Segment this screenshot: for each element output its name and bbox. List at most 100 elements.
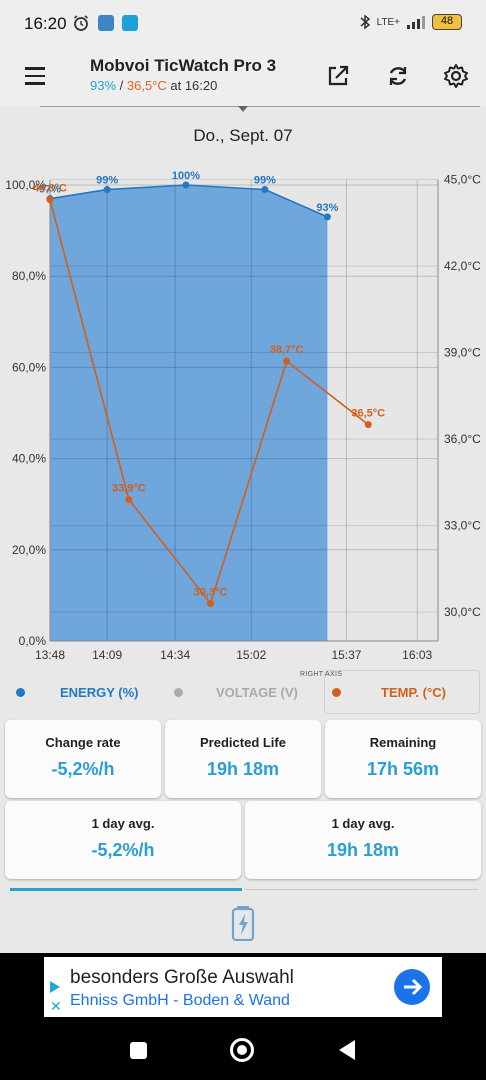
ad-box[interactable]: ✕ besonders Große Auswahl Ehniss GmbH - … [44, 957, 442, 1017]
recents-button[interactable] [130, 1042, 147, 1059]
remaining-value: 17h 56m [366, 759, 440, 779]
caret-down-icon[interactable] [238, 106, 248, 112]
x-tick-label: 15:02 [236, 648, 266, 662]
status-bar: 16:20 LTE+ 48 [0, 0, 486, 48]
change-rate-value: -5,2%/h [51, 759, 115, 779]
y-right-tick-label: 36,0°C [444, 432, 481, 446]
energy-area [50, 185, 328, 641]
alarm-icon [74, 15, 88, 31]
energy-point [182, 181, 190, 189]
change-rate-title: Change rate [45, 735, 121, 750]
subtitle-time: at 16:20 [166, 78, 218, 93]
home-button[interactable] [230, 1038, 254, 1062]
energy-data-label: 97% [39, 184, 61, 196]
notification-icons [72, 14, 138, 32]
temp-data-label: 38,7°C [270, 344, 304, 356]
y-right-tick-label: 30,0°C [444, 605, 481, 619]
temp-data-label: 36,5°C [351, 408, 385, 420]
arrow-right-icon [404, 978, 423, 996]
signal-icon [407, 16, 425, 29]
energy-data-label: 99% [96, 175, 118, 187]
remaining-title: Remaining [369, 735, 437, 750]
date-label: Do., Sept. 07 [193, 126, 293, 145]
device-subtitle: 93% / 36,5°C at 16:20 [90, 78, 217, 93]
temp-point [364, 421, 372, 429]
legend-temp[interactable]: TEMP. (°C) [381, 684, 446, 700]
energy-data-label: 93% [316, 202, 338, 214]
energy-point [103, 186, 111, 194]
energy-data-label: 99% [254, 175, 276, 187]
network-type: LTE+ [376, 16, 400, 28]
ad-close-icon[interactable]: ✕ [50, 998, 62, 1014]
day-avg-rate-value: -5,2%/h [91, 840, 155, 860]
ad-choices-icon[interactable] [50, 981, 60, 993]
day-avg-life-title: 1 day avg. [331, 816, 395, 831]
day-avg-rate-card: 1 day avg. -5,2%/h [5, 801, 241, 879]
battery-chart[interactable]: 0,0% 20,0% 40,0% 60,0% 80,0% 100,0% 30,0°C 33,0… [0, 160, 486, 668]
back-button[interactable] [339, 1040, 355, 1060]
temp-data-label: 30,3°C [194, 586, 228, 598]
y-left-tick-label: 40,0% [12, 452, 46, 466]
ad-arrow-button[interactable] [394, 969, 430, 1005]
temp-point [206, 599, 214, 607]
energy-point [261, 186, 269, 194]
subtitle-separator: / [116, 78, 127, 93]
appbar-divider [40, 106, 480, 107]
energy-data-label: 100% [172, 170, 200, 182]
open-external-icon[interactable] [323, 61, 353, 91]
ad-advertiser[interactable]: Ehniss GmbH - Boden & Wand [70, 992, 290, 1009]
predicted-life-value: 19h 18m [206, 759, 280, 779]
menu-icon[interactable] [20, 62, 50, 92]
inactive-page-indicator [244, 889, 478, 890]
device-title: Mobvoi TicWatch Pro 3 [90, 56, 277, 75]
temp-point [283, 357, 291, 365]
x-tick-label: 16:03 [402, 648, 432, 662]
predicted-life-title: Predicted Life [200, 735, 286, 750]
day-avg-life-card: 1 day avg. 19h 18m [245, 801, 481, 879]
y-left-tick-label: 0,0% [19, 634, 47, 648]
voltage-legend-dot [174, 688, 183, 697]
x-tick-label: 14:34 [160, 648, 190, 662]
refresh-icon[interactable] [383, 61, 413, 91]
x-tick-label: 15:37 [331, 648, 361, 662]
bluetooth-icon [360, 14, 370, 30]
energy-point [323, 213, 331, 221]
day-avg-rate-title: 1 day avg. [91, 816, 155, 831]
legend-voltage[interactable]: VOLTAGE (V) [216, 684, 298, 700]
change-rate-card: Change rate -5,2%/h [5, 720, 161, 798]
y-right-tick-label: 33,0°C [444, 519, 481, 533]
active-page-indicator [10, 888, 242, 891]
x-tick-label: 14:09 [92, 648, 122, 662]
y-left-tick-label: 100,0% [5, 178, 46, 192]
app-notification-icon [98, 15, 114, 31]
battery-app-notification-icon [122, 15, 138, 31]
ad-banner: ✕ besonders Große Auswahl Ehniss GmbH - … [0, 953, 486, 1021]
battery-icon: 48 [432, 14, 462, 30]
predicted-life-card: Predicted Life 19h 18m [165, 720, 321, 798]
temp-point [125, 496, 133, 504]
y-left-tick-label: 60,0% [12, 360, 46, 374]
energy-legend-dot [16, 688, 25, 697]
y-right-tick-label: 42,0°C [444, 259, 481, 273]
subtitle-temp: 36,5°C [126, 78, 167, 93]
y-right-tick-label: 45,0°C [444, 172, 481, 186]
temp-data-label: 44,3°C [33, 183, 67, 195]
app-bar: Mobvoi TicWatch Pro 3 93% / 36,5°C at 16… [0, 48, 486, 106]
system-icons: LTE+ 48 [359, 14, 462, 30]
settings-icon[interactable] [441, 61, 471, 91]
remaining-card: Remaining 17h 56m [325, 720, 481, 798]
x-tick-label: 13:48 [35, 648, 65, 662]
system-nav-bar [0, 1021, 486, 1080]
legend-energy[interactable]: ENERGY (%) [60, 684, 139, 700]
right-axis-note: RIGHT AXIS [300, 671, 343, 678]
battery-tab-icon[interactable] [230, 905, 256, 941]
temp-legend-box [324, 670, 480, 714]
temp-point [46, 196, 54, 204]
chart-legend: ENERGY (%) VOLTAGE (V) TEMP. (°C) [4, 670, 482, 714]
y-left-tick-label: 80,0% [12, 269, 46, 283]
temp-data-label: 33,9°C [112, 483, 146, 495]
y-right-tick-label: 39,0°C [444, 346, 481, 360]
y-left-tick-label: 20,0% [12, 543, 46, 557]
ad-headline[interactable]: besonders Große Auswahl [70, 967, 294, 988]
subtitle-energy: 93% [90, 78, 117, 93]
